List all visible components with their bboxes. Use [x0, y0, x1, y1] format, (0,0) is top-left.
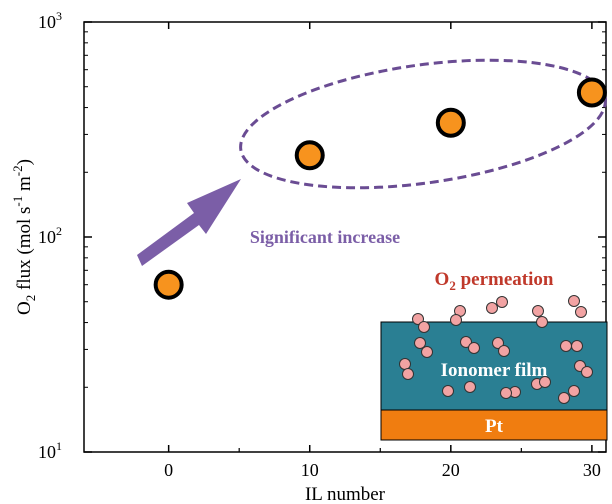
- x-axis-label: IL number: [305, 484, 386, 504]
- x-axis-ticks: 0 10 20 30: [164, 22, 601, 480]
- y-axis-ticks: 101 102 103: [38, 9, 606, 462]
- y-axis-label: O2 flux (mol s-1 m-2): [10, 159, 38, 315]
- o2-particle: [399, 358, 411, 370]
- o2-particle: [418, 321, 430, 333]
- o2-particle: [532, 305, 544, 317]
- x-tick-label: 10: [301, 460, 319, 480]
- o2-particle: [412, 313, 424, 325]
- o2-particle: [421, 346, 433, 358]
- o2-particle: [581, 366, 593, 378]
- o2-particle: [571, 340, 583, 352]
- x-tick-label: 30: [583, 460, 601, 480]
- data-point: [294, 140, 325, 171]
- o2-particle: [568, 385, 580, 397]
- o2-particle: [460, 336, 472, 348]
- o2-particle: [414, 337, 426, 349]
- pt-label: Pt: [485, 416, 504, 437]
- o2-particle: [498, 345, 510, 357]
- increase-arrow: [137, 179, 241, 266]
- o2-particle: [442, 385, 454, 397]
- data-point: [576, 77, 607, 108]
- o2-particles: [399, 295, 593, 404]
- o2-particle: [496, 296, 508, 308]
- increase-label: Significant increase: [250, 227, 400, 247]
- y-tick-label: 102: [38, 224, 62, 247]
- ionomer-schematic: O2 permeation Ionomer film Pt: [380, 269, 608, 441]
- o2-particle: [568, 295, 580, 307]
- o2-particle: [492, 337, 504, 349]
- y-tick-label: 101: [38, 439, 62, 462]
- film-label: Ionomer film: [441, 360, 548, 381]
- highlight-ellipse: [239, 58, 607, 190]
- data-point: [435, 107, 466, 138]
- x-tick-label: 20: [442, 460, 460, 480]
- y-tick-label: 103: [38, 9, 62, 32]
- o2-particle: [536, 316, 548, 328]
- o2-particle: [464, 381, 476, 393]
- permeation-title: O2 permeation: [435, 269, 554, 293]
- o2-particle: [450, 314, 462, 326]
- pt-layer: [380, 409, 608, 441]
- o2-particle: [486, 302, 498, 314]
- o2-particle: [402, 368, 414, 380]
- o2-particle: [558, 392, 570, 404]
- o2-particle: [500, 387, 512, 399]
- x-tick-label: 0: [164, 460, 173, 480]
- data-point: [153, 269, 184, 300]
- data-markers: [153, 77, 607, 300]
- o2-particle: [575, 306, 587, 318]
- o2-particle: [539, 376, 551, 388]
- o2-particle: [560, 340, 572, 352]
- o2-particle: [468, 342, 480, 354]
